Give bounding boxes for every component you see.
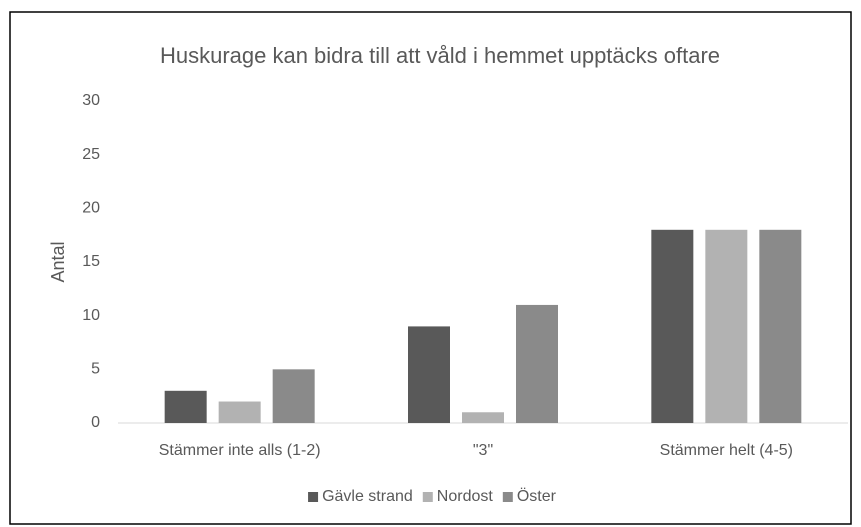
- y-axis-label: Antal: [48, 241, 68, 282]
- legend-label: Nordost: [437, 488, 494, 505]
- bar: [462, 412, 504, 423]
- y-tick-label: 5: [91, 361, 100, 378]
- bar: [218, 401, 261, 423]
- y-tick-label: 30: [82, 92, 100, 109]
- legend-swatch: [308, 492, 319, 502]
- legend-label: Gävle strand: [322, 488, 413, 505]
- x-tick-label: Stämmer inte alls (1-2): [159, 442, 321, 459]
- bar: [408, 326, 450, 423]
- legend-label: Öster: [517, 487, 557, 505]
- bar: [516, 304, 558, 423]
- bar: [164, 390, 207, 423]
- bar: [705, 229, 748, 423]
- y-tick-label: 20: [82, 200, 100, 217]
- y-tick-label: 0: [91, 414, 100, 431]
- y-tick-label: 10: [82, 307, 100, 324]
- y-tick-label: 15: [82, 253, 100, 270]
- bar: [651, 229, 694, 423]
- bar: [759, 229, 802, 423]
- x-tick-label: Stämmer helt (4-5): [660, 442, 793, 459]
- legend-swatch: [502, 492, 513, 502]
- legend-swatch: [422, 492, 433, 502]
- y-tick-label: 25: [82, 146, 100, 163]
- bar: [272, 369, 315, 423]
- x-tick-label: "3": [473, 442, 493, 459]
- chart-title: Huskurage kan bidra till att våld i hemm…: [160, 43, 720, 68]
